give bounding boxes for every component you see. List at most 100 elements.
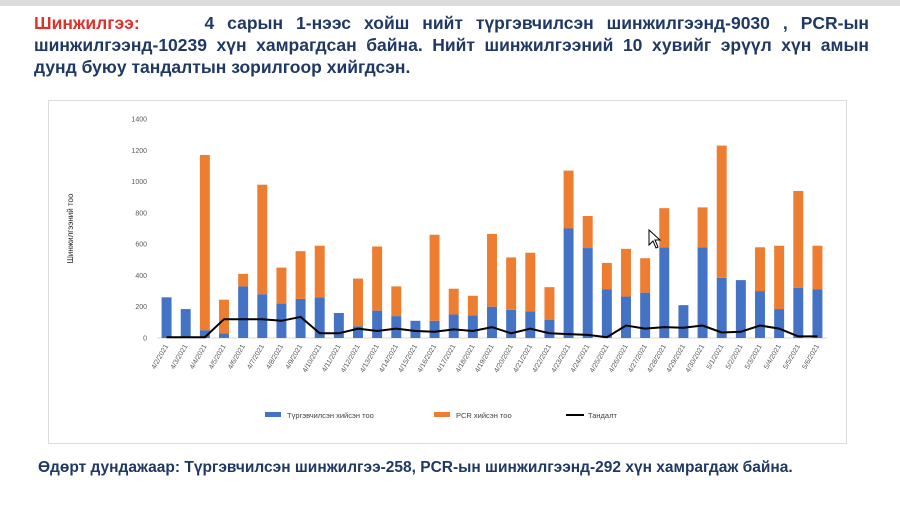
- x-tick-label: 4/23/2021: [551, 343, 573, 374]
- x-tick-label: 4/26/2021: [608, 343, 630, 374]
- y-tick-label: 800: [135, 210, 147, 217]
- bar-rapid: [295, 298, 306, 338]
- bar-rapid: [180, 309, 191, 338]
- bar-rapid: [333, 312, 344, 338]
- top-bar: [0, 0, 900, 6]
- x-tick-label: 4/13/2021: [359, 343, 381, 374]
- bar-rapid: [199, 330, 210, 338]
- bar-rapid: [525, 311, 536, 338]
- bar-pcr: [506, 257, 517, 310]
- bar-pcr: [238, 273, 249, 287]
- y-axis-label: Шинжилгээний тоо: [66, 193, 75, 263]
- bar-pcr: [276, 267, 287, 304]
- x-tick-label: 4/2/2021: [151, 343, 171, 370]
- bar-rapid: [735, 280, 746, 338]
- bar-pcr: [812, 245, 823, 290]
- x-tick-label: 4/18/2021: [455, 343, 477, 374]
- bar-pcr: [467, 295, 478, 316]
- bar-pcr: [487, 233, 497, 307]
- x-tick-label: 5/3/2021: [744, 343, 764, 370]
- chart-frame: 0 200 400 600 800 1000 1200 1400 Шинжилгээний то…: [48, 100, 847, 444]
- bar-rapid: [429, 320, 440, 338]
- bar-pcr: [199, 154, 210, 331]
- headline-lead: Шинжилгээ:: [34, 13, 140, 33]
- x-tick-label: 4/7/2021: [246, 343, 266, 370]
- bar-rapid: [219, 333, 229, 338]
- headline: Шинжилгээ: 4 сарын 1-нээс хойш нийт түрг…: [34, 12, 869, 78]
- legend-rapid-swatch: [265, 412, 281, 417]
- bar-rapid: [467, 315, 478, 338]
- bar-pcr: [429, 234, 440, 321]
- bar-pcr: [697, 207, 708, 248]
- x-tick-label: 4/27/2021: [627, 343, 649, 374]
- x-tick-label: 4/29/2021: [666, 343, 688, 374]
- y-tick-label: 1200: [131, 148, 147, 155]
- y-tick-label: 200: [135, 304, 147, 311]
- y-tick-label: 0: [143, 336, 147, 343]
- x-tick-label: 4/21/2021: [512, 343, 534, 374]
- headline-body: 4 сарын 1-нээс хойш нийт түргэвчилсэн ши…: [34, 13, 869, 77]
- y-tick-label: 1400: [131, 117, 147, 124]
- legend-pcr-label: PCR хийсэн тоо: [456, 411, 512, 420]
- legend-pcr-swatch: [434, 412, 450, 417]
- x-tick-label: 4/19/2021: [474, 343, 496, 374]
- y-tick-label: 1000: [131, 179, 147, 186]
- y-tick-label: 600: [135, 242, 147, 249]
- x-tick-label: 4/30/2021: [685, 343, 707, 374]
- bar-pcr: [391, 286, 402, 317]
- x-tick-label: 4/22/2021: [532, 343, 554, 374]
- bar-rapid: [697, 247, 708, 338]
- bar-rapid: [391, 316, 402, 338]
- bar-pcr: [219, 299, 229, 334]
- x-tick-label: 4/24/2021: [570, 343, 592, 374]
- bar-pcr: [372, 246, 383, 311]
- x-tick-label: 4/10/2021: [302, 343, 324, 374]
- bar-pcr: [563, 170, 574, 229]
- bar-rapid: [659, 247, 670, 338]
- bar-pcr: [353, 278, 363, 327]
- bar-rapid: [448, 314, 459, 338]
- bar-pcr: [640, 258, 651, 293]
- bar-rapid: [506, 309, 517, 338]
- x-tick-label: 5/5/2021: [782, 343, 802, 370]
- x-tick-label: 5/6/2021: [801, 343, 821, 370]
- x-tick-label: 4/9/2021: [285, 343, 305, 370]
- x-tick-label: 4/8/2021: [265, 343, 285, 370]
- mouse-pointer-icon: [648, 228, 662, 254]
- bar-pcr: [257, 184, 268, 295]
- bar-pcr: [793, 190, 804, 288]
- bar-pcr: [582, 215, 593, 249]
- bar-rapid: [314, 297, 325, 338]
- bar-rapid: [640, 292, 651, 338]
- x-tick-label: 4/14/2021: [378, 343, 400, 374]
- bar-pcr: [755, 247, 765, 292]
- bar-rapid: [812, 289, 823, 338]
- bar-rapid: [793, 287, 804, 338]
- x-tick-label: 4/28/2021: [646, 343, 668, 374]
- bar-pcr: [774, 245, 785, 310]
- x-tick-label: 4/25/2021: [589, 343, 611, 374]
- bar-rapid: [774, 309, 785, 338]
- bar-rapid: [238, 286, 249, 338]
- bar-pcr: [621, 248, 631, 297]
- x-tick-label: 4/6/2021: [227, 343, 247, 370]
- bar-pcr: [448, 288, 459, 315]
- x-tick-label: 4/4/2021: [189, 343, 209, 370]
- bar-rapid: [487, 306, 497, 338]
- x-tick-label: 4/16/2021: [417, 343, 439, 374]
- y-tick-label: 400: [135, 273, 147, 280]
- bar-rapid: [257, 294, 268, 338]
- bar-pcr: [525, 252, 536, 312]
- x-tick-label: 4/15/2021: [398, 343, 420, 374]
- bar-pcr: [314, 245, 325, 298]
- bar-pcr: [716, 145, 727, 278]
- bar-rapid: [716, 277, 727, 338]
- legend-rapid-label: Түргэвчилсэн хийсэн тоо: [287, 411, 374, 420]
- bar-rapid: [582, 248, 593, 338]
- bar-rapid: [563, 228, 574, 338]
- stacked-bar-chart: 0 200 400 600 800 1000 1200 1400 Шинжилгээний то…: [66, 117, 827, 420]
- bar-rapid: [372, 310, 383, 338]
- x-tick-label: 5/2/2021: [725, 343, 745, 370]
- line-surveillance: [166, 315, 818, 339]
- bar-rapid: [601, 289, 612, 338]
